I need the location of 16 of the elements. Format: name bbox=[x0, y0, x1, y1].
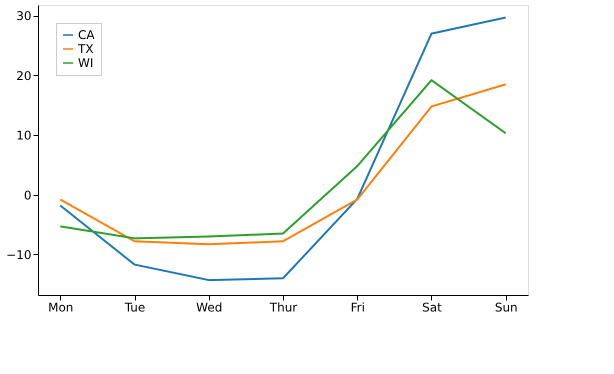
x-tick-label: Mon bbox=[48, 300, 74, 314]
x-tick-label: Tue bbox=[124, 300, 146, 314]
y-tick-label: 30 bbox=[16, 9, 32, 24]
y-tick-label: 20 bbox=[16, 68, 32, 83]
legend-label: WI bbox=[78, 56, 94, 70]
x-tick-label: Sun bbox=[494, 300, 518, 314]
legend-label: TX bbox=[77, 42, 94, 56]
x-tick-label: Thur bbox=[268, 300, 298, 314]
y-tick-label: 10 bbox=[16, 128, 32, 143]
y-tick-label: 0 bbox=[24, 188, 32, 202]
line-series bbox=[59, 16, 507, 282]
legend-label: CA bbox=[78, 28, 96, 42]
x-tick-label: Fri bbox=[350, 300, 365, 314]
x-tick-label: Sat bbox=[422, 300, 442, 314]
y-tick-label: −10 bbox=[6, 248, 32, 262]
x-tick-label: Wed bbox=[196, 300, 222, 314]
